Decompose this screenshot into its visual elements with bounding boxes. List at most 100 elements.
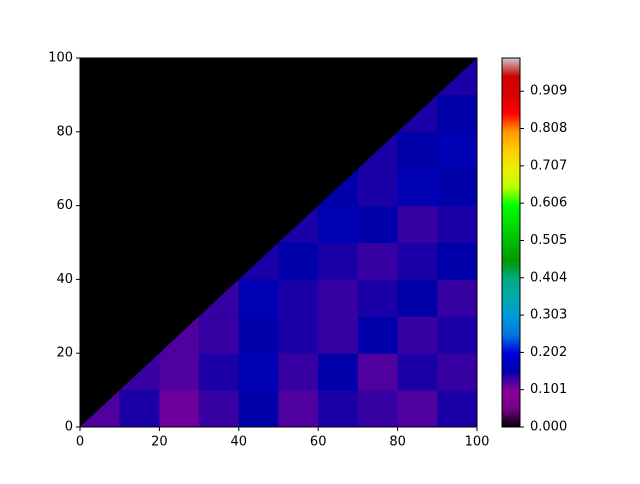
cell (238, 279, 279, 317)
colorbar-tick-label: 0.707 (530, 158, 567, 173)
cell (159, 205, 200, 243)
cell (318, 168, 358, 206)
cell (318, 131, 359, 170)
cell (199, 353, 240, 391)
cell (357, 94, 399, 133)
cell (437, 58, 477, 95)
cell (318, 279, 359, 317)
cell (119, 131, 160, 170)
cell (318, 94, 359, 133)
cell (199, 94, 240, 133)
colorbar-tick-label: 0.505 (530, 233, 567, 248)
cell (238, 316, 279, 354)
cell (238, 205, 279, 243)
y-tick-label: 100 (48, 51, 73, 66)
cell (357, 353, 399, 391)
cell (278, 131, 319, 170)
cell (159, 58, 200, 96)
cell (318, 58, 359, 96)
cell (80, 353, 121, 391)
cell (119, 58, 160, 96)
cell (199, 58, 240, 96)
cell (278, 58, 319, 96)
cell (318, 390, 359, 428)
plot-frame (79, 57, 478, 428)
cell (199, 242, 240, 280)
cell (397, 131, 438, 170)
cell (278, 316, 319, 354)
cell (199, 316, 240, 354)
cell (238, 94, 279, 133)
cell (437, 168, 478, 207)
colorbar-tick-label: 0.101 (530, 382, 567, 397)
colorbar-tick-label: 0.909 (530, 84, 567, 99)
cell (199, 168, 240, 207)
cell (238, 390, 279, 428)
cell (357, 168, 399, 207)
cell (318, 205, 359, 243)
x-tick-label: 0 (76, 435, 84, 450)
cell (357, 242, 399, 280)
cell (80, 316, 121, 354)
cell (357, 58, 399, 96)
x-tick-label: 60 (310, 435, 327, 450)
cell (238, 242, 279, 280)
cell (318, 353, 359, 391)
cell (199, 131, 240, 170)
colorbar-tick-label: 0.404 (530, 270, 567, 285)
cell (199, 205, 240, 243)
y-tick-label: 0 (65, 420, 73, 435)
cell (80, 279, 121, 317)
x-tick-label: 20 (151, 435, 168, 450)
cell (238, 131, 279, 170)
cell (397, 390, 438, 428)
cell (437, 94, 478, 133)
cell (397, 316, 438, 354)
cell (159, 353, 200, 391)
y-tick-label: 20 (56, 346, 73, 361)
cell (278, 205, 319, 243)
colorbar (501, 57, 521, 428)
cell (119, 390, 160, 428)
cell (238, 58, 279, 96)
cell (357, 316, 399, 354)
colorbar-tick-label: 0.202 (530, 345, 567, 360)
cell (357, 279, 399, 317)
cell (159, 279, 200, 317)
cell (199, 279, 239, 317)
cell (278, 94, 319, 133)
x-tick-label: 40 (231, 435, 248, 450)
cell (357, 205, 399, 243)
cell (437, 279, 478, 317)
cell (159, 242, 200, 280)
cell (119, 242, 160, 280)
cell (80, 131, 121, 170)
cell (159, 94, 200, 133)
cell (437, 353, 478, 391)
colorbar-tick-label: 0.000 (530, 420, 567, 435)
x-tick-label: 100 (465, 435, 490, 450)
cell (119, 168, 160, 207)
cell (80, 168, 121, 207)
cell (80, 242, 121, 280)
cell (437, 316, 478, 354)
cell (119, 205, 160, 243)
colorbar-tick-label: 0.808 (530, 121, 567, 136)
cell (238, 168, 279, 207)
y-tick-label: 40 (56, 272, 73, 287)
x-tick-label: 80 (389, 435, 406, 450)
cell (318, 316, 359, 354)
cell (159, 390, 200, 428)
y-tick-label: 80 (56, 124, 73, 139)
cell (119, 316, 160, 354)
cell (119, 94, 160, 133)
cell (437, 242, 478, 280)
cell (278, 353, 319, 391)
cell (278, 279, 319, 317)
cell (357, 131, 398, 169)
y-tick-label: 60 (56, 198, 73, 213)
cell (119, 279, 160, 317)
cell (397, 279, 438, 317)
cell (278, 168, 319, 207)
cell (318, 242, 359, 280)
